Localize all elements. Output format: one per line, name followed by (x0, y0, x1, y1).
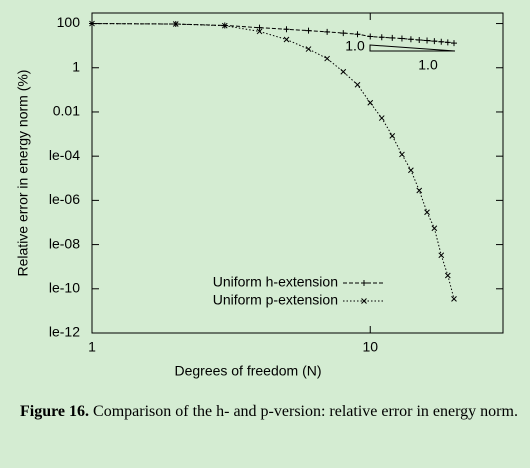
marker (367, 33, 374, 40)
marker (451, 296, 457, 302)
legend-marker (361, 298, 367, 304)
y-tick-label: 1 (72, 58, 80, 74)
marker (354, 31, 361, 38)
marker (378, 34, 385, 41)
x-axis-label: Degrees of freedom (N) (174, 363, 321, 379)
legend-label: Uniform h-extension (213, 274, 338, 290)
y-tick-label: le-04 (49, 147, 80, 163)
legend-marker (361, 280, 367, 286)
series-line (91, 23, 455, 44)
y-tick-label: 100 (57, 14, 81, 30)
marker (416, 187, 423, 194)
marker (221, 22, 228, 29)
marker (378, 115, 385, 121)
marker (438, 38, 445, 45)
series-line (91, 23, 455, 299)
caption-text: Comparison of the h- and p-version: rela… (93, 403, 518, 420)
marker (256, 24, 263, 31)
marker (444, 272, 451, 279)
slope-triangle (369, 44, 456, 52)
marker (340, 30, 347, 37)
y-tick-label: le-06 (49, 191, 80, 207)
x-tick-label: 10 (362, 339, 378, 355)
y-tick-label: le-10 (49, 279, 80, 295)
y-axis-label: Relative error in energy norm (%) (15, 70, 31, 277)
marker (424, 209, 430, 216)
marker (408, 167, 414, 174)
marker (367, 99, 374, 106)
marker (389, 133, 396, 139)
marker (305, 27, 312, 34)
marker (398, 35, 405, 42)
marker (444, 39, 451, 46)
y-tick-label: le-08 (49, 235, 80, 251)
annotation: 1.0 (418, 57, 438, 73)
caption-label: Figure 16. (20, 403, 89, 420)
marker (89, 20, 95, 27)
marker (399, 151, 405, 158)
y-tick-label: 0.01 (53, 103, 80, 119)
marker (324, 55, 330, 62)
marker (283, 36, 290, 43)
y-tick-label: le-12 (49, 324, 80, 340)
marker (407, 36, 414, 43)
marker (256, 28, 263, 35)
marker (172, 21, 179, 27)
marker (438, 252, 445, 259)
marker (283, 26, 290, 33)
x-tick-label: 1 (88, 339, 96, 355)
marker (324, 28, 331, 35)
caption: Figure 16. Comparison of the h- and p-ve… (20, 403, 518, 420)
marker (431, 38, 438, 45)
marker (416, 37, 423, 44)
marker (305, 46, 312, 52)
marker (424, 37, 431, 44)
marker (354, 81, 361, 88)
annotation: 1.0 (345, 38, 365, 54)
marker (451, 40, 458, 47)
marker (389, 34, 396, 41)
marker (340, 68, 347, 75)
plot-frame (91, 12, 504, 334)
legend-label: Uniform p-extension (213, 292, 338, 308)
marker (431, 225, 438, 232)
